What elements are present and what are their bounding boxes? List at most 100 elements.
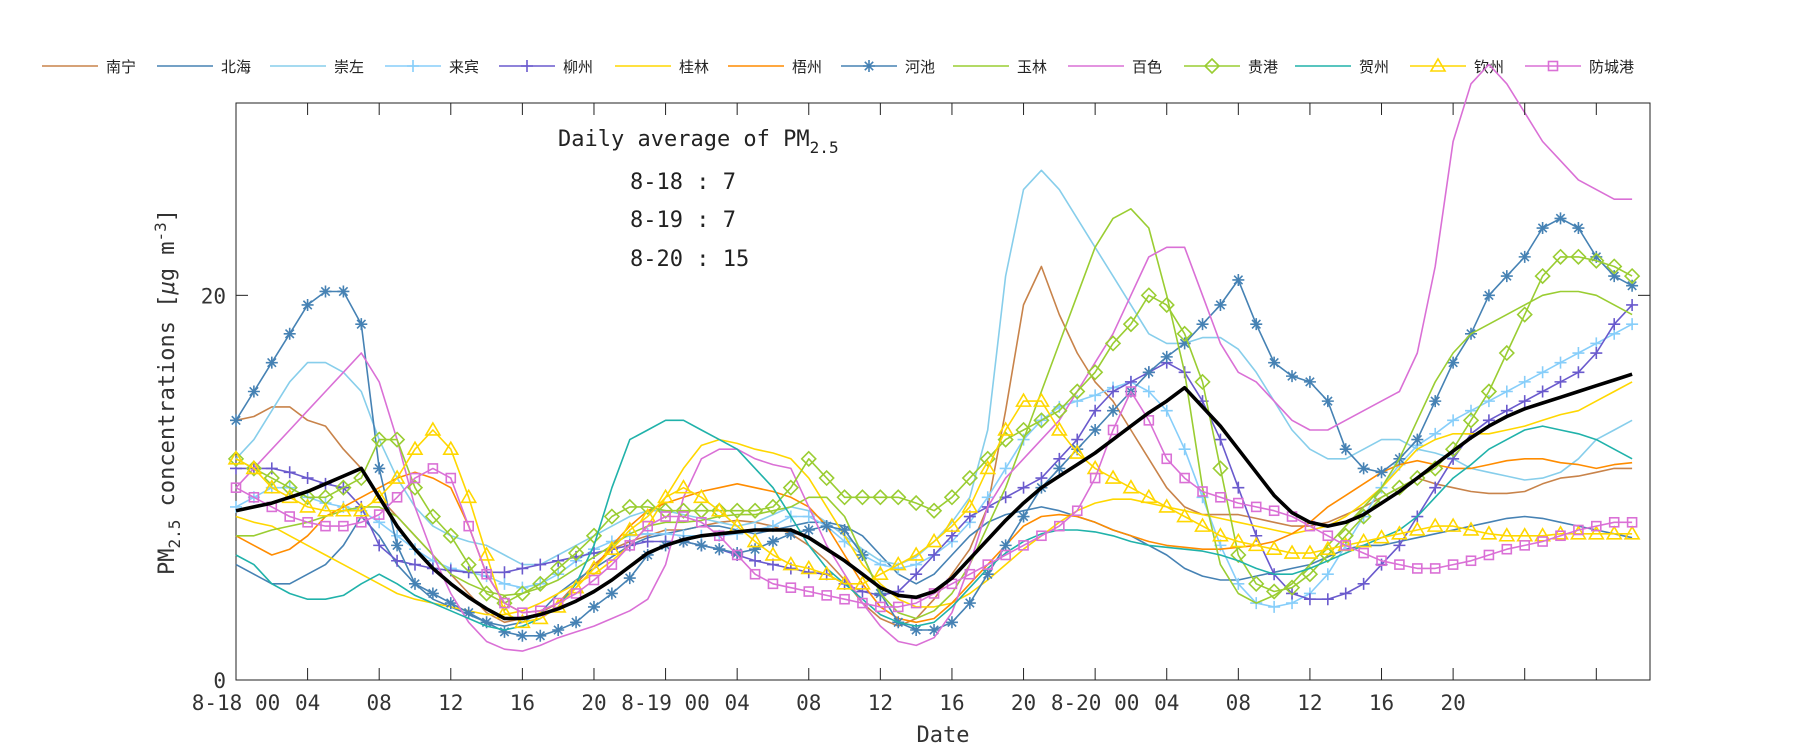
data-point xyxy=(979,459,997,475)
data-point xyxy=(785,582,797,593)
data-point xyxy=(1196,318,1209,331)
data-point xyxy=(1286,370,1299,383)
legend-label: 河池 xyxy=(905,58,935,76)
data-point xyxy=(320,520,331,532)
data-point xyxy=(1394,559,1405,570)
series-8 xyxy=(236,208,1633,620)
data-point xyxy=(1572,366,1585,379)
data-point xyxy=(1605,525,1623,540)
series-line xyxy=(235,63,1633,652)
data-point xyxy=(1319,540,1337,556)
data-point xyxy=(803,586,815,597)
data-point xyxy=(710,502,728,517)
data-point xyxy=(516,629,529,642)
data-point xyxy=(247,385,260,398)
data-point xyxy=(338,520,349,532)
data-point xyxy=(1608,318,1621,331)
legend: 南宁 北海 崇左 来宾 柳州 桂林 梧州 河池 玉林 百色 贵港 贺州 钦州 防城港 xyxy=(42,57,1634,76)
data-point xyxy=(910,568,923,581)
data-point xyxy=(821,590,832,601)
data-point xyxy=(1498,527,1516,542)
data-point xyxy=(677,535,690,548)
data-point xyxy=(1518,395,1531,408)
data-point xyxy=(1518,250,1531,263)
data-point xyxy=(1429,427,1442,440)
data-point xyxy=(943,517,961,532)
data-point xyxy=(1319,546,1336,564)
x-tick-label: 16 xyxy=(510,691,535,715)
data-point xyxy=(1623,267,1641,285)
data-point xyxy=(1480,383,1498,400)
data-point xyxy=(1534,267,1551,285)
data-point xyxy=(302,516,313,528)
data-point xyxy=(908,494,925,512)
data-point xyxy=(352,502,370,517)
data-point xyxy=(588,574,600,586)
data-point xyxy=(657,488,674,504)
data-point xyxy=(1447,414,1460,427)
x-tick-label: 8-19 00 xyxy=(621,691,710,715)
data-point xyxy=(1411,433,1424,446)
data-point xyxy=(1376,555,1387,567)
data-point xyxy=(1068,444,1086,459)
data-point xyxy=(1429,563,1441,574)
data-point xyxy=(623,572,636,585)
data-point xyxy=(265,462,278,475)
data-point xyxy=(1161,453,1173,465)
data-point xyxy=(498,577,511,590)
series-13 xyxy=(230,386,1638,618)
series-line xyxy=(235,390,1633,614)
data-point xyxy=(963,597,976,610)
data-point xyxy=(1626,279,1639,292)
data-point xyxy=(856,585,869,598)
data-point xyxy=(1232,273,1245,286)
data-point xyxy=(606,559,618,570)
data-point xyxy=(925,532,943,548)
data-point xyxy=(355,516,367,528)
legend-item: 贵港 xyxy=(1184,57,1278,76)
daily-average-annotation: Daily average of PM2.5 8-18 : 7 8-19 : 7… xyxy=(558,127,839,272)
data-point xyxy=(907,546,925,561)
data-point xyxy=(460,556,477,573)
data-point xyxy=(427,463,439,474)
data-point xyxy=(731,547,744,560)
data-point xyxy=(478,546,495,561)
data-point xyxy=(997,421,1015,436)
data-point xyxy=(335,479,352,496)
data-point xyxy=(355,318,368,331)
series-10 xyxy=(227,248,1641,612)
data-point xyxy=(746,502,764,519)
data-point xyxy=(1519,540,1531,551)
data-point xyxy=(1536,385,1549,398)
x-axis-label: Date xyxy=(917,723,970,748)
data-point xyxy=(1017,510,1030,523)
data-point xyxy=(230,500,242,513)
data-point xyxy=(1158,498,1176,513)
data-point xyxy=(1339,587,1352,600)
data-point xyxy=(838,523,851,536)
data-point xyxy=(301,298,314,311)
data-point xyxy=(820,520,833,533)
data-point xyxy=(802,523,815,536)
data-point xyxy=(337,285,350,298)
data-point xyxy=(230,414,242,427)
data-point xyxy=(854,575,871,590)
data-point xyxy=(391,539,404,552)
data-point xyxy=(514,585,531,602)
data-point xyxy=(1033,412,1050,429)
series-line xyxy=(235,372,1633,621)
data-point xyxy=(1590,250,1603,263)
data-point xyxy=(964,568,976,580)
data-point xyxy=(1018,540,1029,551)
legend-item: 河池 xyxy=(841,58,935,76)
series-line xyxy=(236,208,1633,620)
data-point xyxy=(1176,507,1194,523)
data-point xyxy=(928,548,941,561)
data-point xyxy=(1587,525,1605,540)
data-point xyxy=(1089,472,1101,484)
data-point xyxy=(1107,385,1120,398)
data-point xyxy=(1573,524,1584,536)
data-point xyxy=(1608,516,1620,528)
data-point xyxy=(839,593,850,605)
data-point xyxy=(409,472,421,484)
